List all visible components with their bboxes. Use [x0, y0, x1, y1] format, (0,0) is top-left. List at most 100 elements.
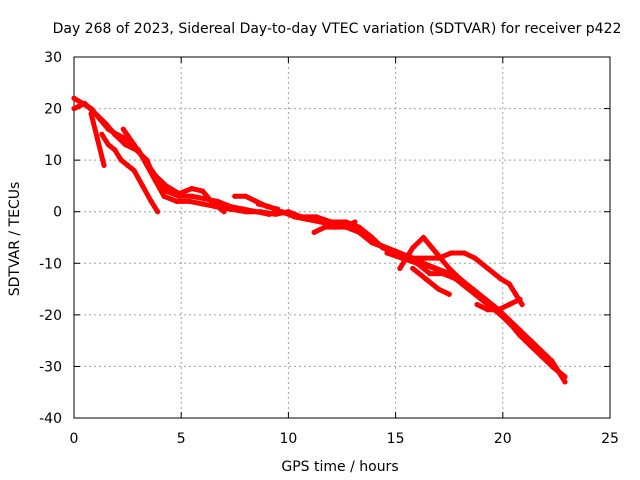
data-point [140, 183, 146, 189]
data-point [356, 229, 362, 235]
data-point [498, 312, 504, 318]
series-line [71, 95, 568, 380]
data-point [352, 219, 358, 225]
series-line [410, 265, 452, 297]
data-point [163, 188, 169, 194]
data-point [423, 255, 429, 261]
y-tick-label: -40 [39, 411, 62, 427]
data-point [461, 250, 467, 256]
data-point [242, 193, 249, 199]
y-axis-label: SDTVAR / TECUs [7, 182, 23, 297]
y-tick-label: -20 [39, 308, 62, 324]
series-line [120, 126, 227, 215]
data-point [485, 301, 491, 308]
data-point [131, 142, 137, 148]
data-point [101, 162, 107, 168]
data-point [208, 198, 214, 204]
data-point [371, 240, 377, 246]
series-E [120, 126, 227, 215]
plot-frame [73, 56, 611, 419]
data-point [457, 276, 463, 282]
series-A [71, 100, 568, 385]
data-point [508, 322, 514, 328]
data-point [88, 111, 94, 117]
data-point [485, 265, 491, 272]
data-point [423, 276, 429, 282]
data-point [517, 296, 523, 302]
data-point [118, 157, 124, 163]
data-point [125, 162, 131, 168]
series-B [71, 95, 568, 380]
data-point [120, 126, 126, 132]
data-point [397, 250, 403, 256]
data-point [200, 201, 206, 207]
data-point [446, 265, 452, 272]
data-point [255, 201, 261, 207]
data-point [472, 255, 478, 261]
y-tick-label: 10 [44, 153, 62, 169]
data-point [446, 291, 452, 297]
data-point [313, 214, 319, 220]
data-point [266, 211, 272, 217]
data-point [105, 142, 111, 148]
y-tick-label: 20 [44, 102, 62, 118]
data-point [187, 198, 193, 204]
data-point [221, 209, 227, 215]
series-M [474, 296, 523, 313]
data-point [176, 191, 182, 197]
data-point [410, 265, 416, 272]
series-D [88, 111, 107, 168]
data-point [298, 214, 304, 220]
data-point [474, 301, 480, 308]
data-point [189, 185, 195, 192]
series-I [371, 240, 525, 308]
data-point [152, 173, 159, 179]
data-point [163, 183, 169, 189]
chart-title: Day 268 of 2023, Sidereal Day-to-day VTE… [53, 21, 622, 37]
data-point [433, 250, 439, 256]
data-point [472, 291, 478, 297]
grid-lines [74, 57, 610, 418]
data-point [513, 291, 519, 297]
y-tick-label: 0 [53, 205, 62, 221]
series-K [397, 234, 463, 282]
data-point [122, 142, 129, 148]
y-tick-label: 30 [44, 50, 62, 66]
data-point [311, 229, 317, 235]
series-C [99, 131, 161, 215]
y-ticks: -40 -30 -20 -10 0 10 20 30 [39, 50, 610, 427]
data-point [277, 209, 283, 215]
x-tick-label: 25 [601, 431, 619, 447]
data-point [142, 157, 148, 163]
data-point [414, 260, 420, 266]
series-G [255, 201, 304, 220]
data-point [562, 379, 568, 385]
data-point [343, 224, 349, 230]
y-tick-label: -10 [39, 256, 62, 272]
data-point [71, 105, 77, 112]
data-point [506, 301, 512, 308]
data-point [332, 224, 339, 230]
data-point [384, 245, 390, 251]
data-point [562, 374, 568, 380]
data-point [232, 193, 238, 199]
x-tick-label: 10 [279, 431, 297, 447]
series-L [410, 265, 452, 297]
data-point [305, 216, 311, 223]
x-tick-label: 20 [494, 431, 512, 447]
data-point [88, 105, 94, 112]
data-point [506, 281, 512, 287]
series-J [384, 250, 472, 292]
data-point [498, 276, 504, 282]
data-point [322, 224, 328, 230]
data-point [99, 131, 105, 137]
x-tick-label: 0 [70, 431, 79, 447]
series-H [311, 219, 358, 235]
data-point [485, 307, 491, 313]
y-tick-label: -30 [39, 359, 62, 375]
x-ticks: 0 5 10 15 20 25 [70, 57, 619, 447]
x-axis-label: GPS time / hours [281, 459, 398, 475]
data-point [155, 209, 161, 215]
data-point [174, 198, 180, 204]
data-point [200, 188, 206, 194]
